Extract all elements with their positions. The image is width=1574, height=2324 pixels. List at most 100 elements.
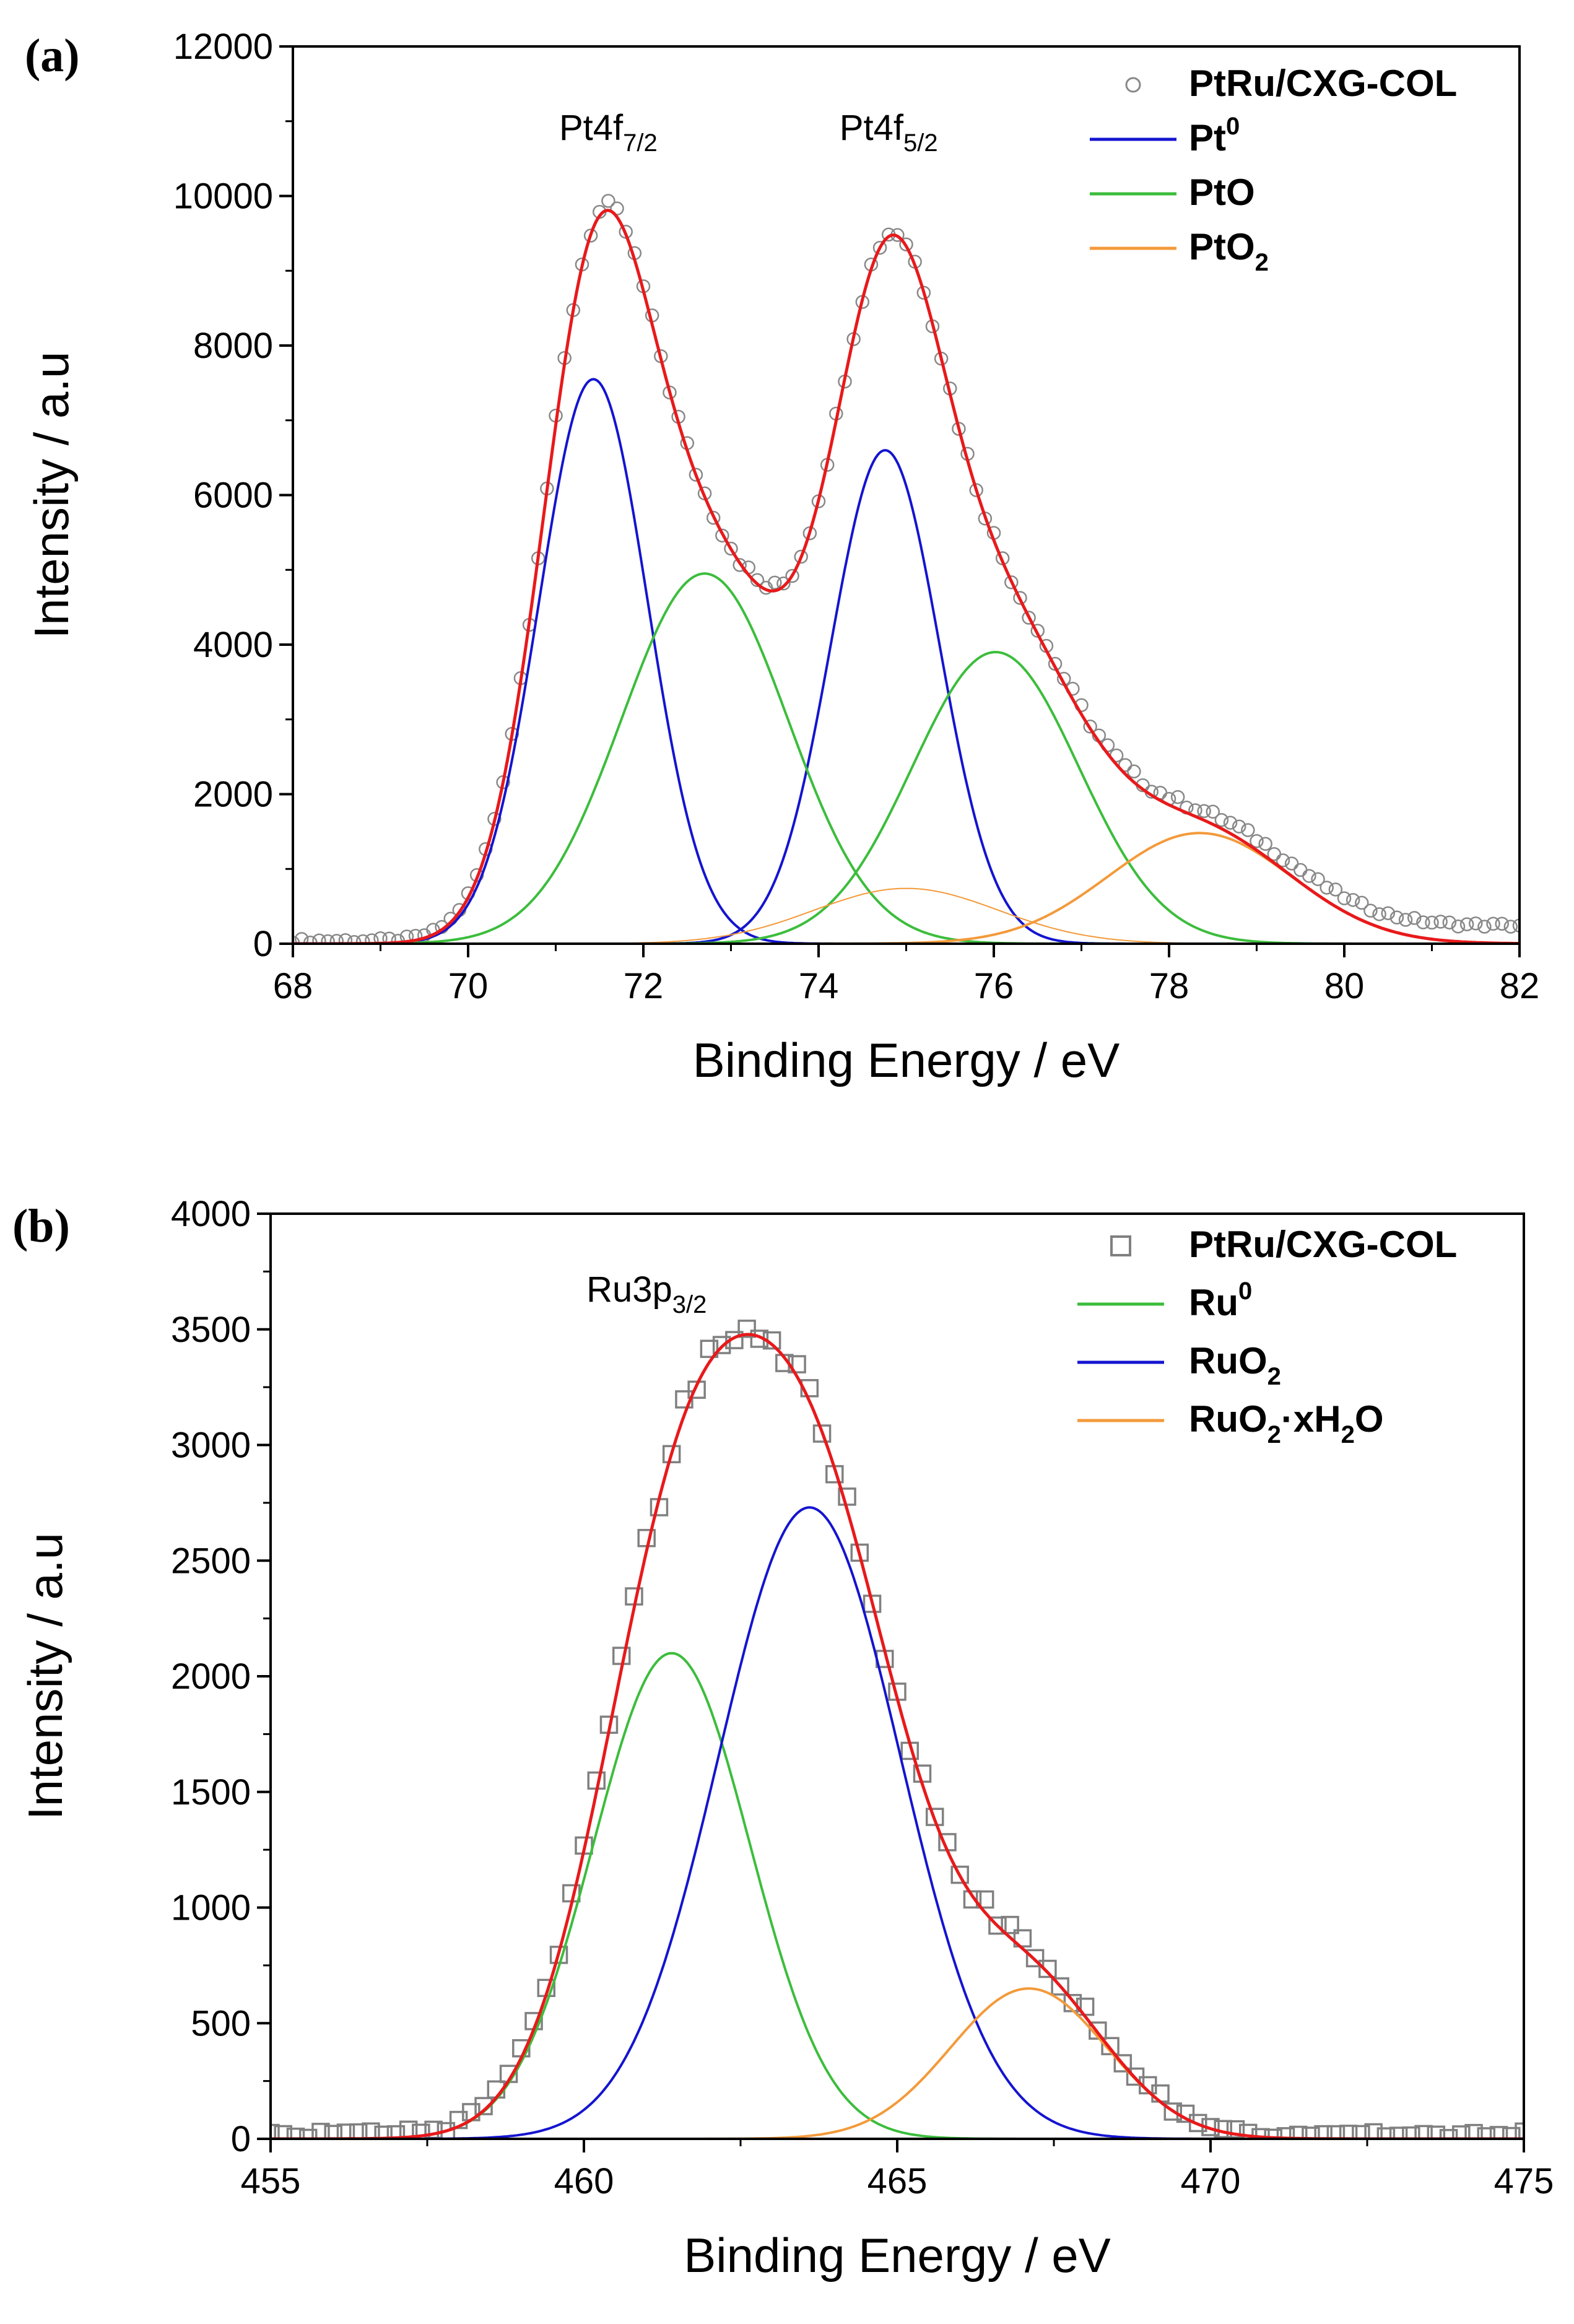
x-tick-label: 465: [867, 2161, 928, 2201]
data-point: [1414, 2125, 1433, 2139]
data-point: [1038, 1959, 1057, 1978]
peak-annotation: Ru3p3/2: [586, 1269, 707, 1318]
data-point: [1250, 833, 1264, 848]
data-point: [365, 933, 379, 944]
data-point: [1459, 917, 1474, 931]
y-tick-label: 4000: [171, 1194, 251, 1234]
y-tick-label: 10000: [173, 176, 273, 217]
data-point: [1311, 872, 1325, 886]
legend-label: RuO2: [1189, 1340, 1281, 1390]
x-tick-label: 72: [624, 966, 664, 1006]
data-point: [1451, 919, 1466, 934]
data-point: [355, 934, 370, 944]
data-point: [1502, 2126, 1521, 2139]
y-tick-label: 8000: [193, 326, 273, 366]
data-point: [1469, 916, 1483, 931]
data-point: [286, 2127, 305, 2139]
data-point: [1163, 2102, 1183, 2121]
data-point: [737, 1320, 756, 1338]
data-point: [1464, 2123, 1483, 2139]
data-point: [1302, 869, 1316, 883]
data-point: [899, 237, 913, 251]
data-point: [1314, 2125, 1333, 2139]
legend-item: PtO: [1090, 172, 1255, 213]
data-point: [1076, 1997, 1095, 2016]
data-point: [1337, 891, 1352, 905]
data-point: [474, 2097, 493, 2115]
x-tick-label: 80: [1324, 966, 1365, 1006]
data-point: [362, 2122, 380, 2139]
data-point: [1364, 2123, 1383, 2139]
data-point: [689, 468, 703, 482]
x-tick-label: 82: [1500, 966, 1540, 1006]
measured-points: [293, 194, 1520, 944]
data-point: [1389, 910, 1404, 925]
data-point: [1013, 591, 1027, 605]
data-point: [1206, 804, 1220, 819]
y-tick-label: 2000: [193, 775, 273, 815]
data-point: [349, 2123, 368, 2139]
data-point: [850, 1543, 869, 1562]
data-point: [1223, 816, 1238, 830]
legend-marker-circle: [1125, 77, 1141, 93]
data-point: [800, 1379, 819, 1398]
data-point: [601, 194, 615, 208]
x-tick-label: 68: [273, 966, 313, 1006]
data-point: [338, 933, 353, 944]
data-point: [321, 934, 335, 944]
plot-area: [293, 194, 1520, 944]
data-point: [1372, 907, 1386, 921]
legend-label: PtO: [1189, 172, 1255, 213]
y-tick-label: 1500: [171, 1772, 251, 1813]
data-point: [1025, 1949, 1045, 1967]
legend-item: PtRu/CXG-COL: [1110, 1224, 1457, 1265]
data-point: [925, 1808, 944, 1826]
x-tick-label: 475: [1494, 2161, 1554, 2201]
data-point: [1328, 882, 1343, 897]
data-point: [1113, 2054, 1133, 2073]
data-point: [916, 285, 931, 300]
data-point: [336, 2123, 355, 2139]
data-point: [329, 934, 344, 944]
data-point: [1197, 804, 1211, 819]
data-point: [294, 932, 309, 944]
data-point: [794, 549, 808, 564]
data-point: [1425, 915, 1439, 930]
data-point: [324, 2125, 342, 2139]
data-point: [1051, 1977, 1069, 1996]
data-point: [1495, 916, 1509, 931]
data-point: [1486, 916, 1500, 931]
data-point: [733, 558, 747, 572]
y-tick-label: 2500: [171, 1541, 251, 1581]
data-point: [374, 2125, 393, 2139]
data-point: [1241, 823, 1255, 837]
data-point: [1407, 911, 1422, 925]
data-point: [712, 1336, 731, 1354]
data-point: [863, 1595, 882, 1613]
data-point: [775, 1354, 794, 1372]
data-point: [1238, 2123, 1258, 2139]
data-point: [872, 240, 887, 255]
data-point: [271, 2123, 280, 2139]
data-point: [583, 228, 598, 243]
data-point: [373, 931, 388, 944]
x-tick-label: 470: [1181, 2161, 1241, 2201]
data-point: [1083, 720, 1097, 734]
x-tick-label: 78: [1149, 966, 1189, 1006]
data-point: [1226, 2120, 1245, 2139]
y-tick-label: 2000: [171, 1656, 251, 1697]
data-point: [382, 931, 396, 944]
x-tick-label: 76: [974, 966, 1014, 1006]
data-point: [1346, 893, 1360, 907]
data-point: [1477, 920, 1492, 934]
series-line-0: [293, 378, 1520, 944]
y-tick-label: 1000: [171, 1888, 251, 1928]
legend-label: PtRu/CXG-COL: [1189, 1224, 1457, 1265]
data-point: [950, 1865, 969, 1884]
legend-label: PtO2: [1189, 226, 1269, 276]
panel-label: (a): [25, 30, 80, 82]
panel-label: (b): [12, 1200, 70, 1252]
data-point: [1302, 2126, 1320, 2139]
data-point: [437, 2122, 456, 2139]
y-tick-label: 0: [231, 2119, 251, 2159]
